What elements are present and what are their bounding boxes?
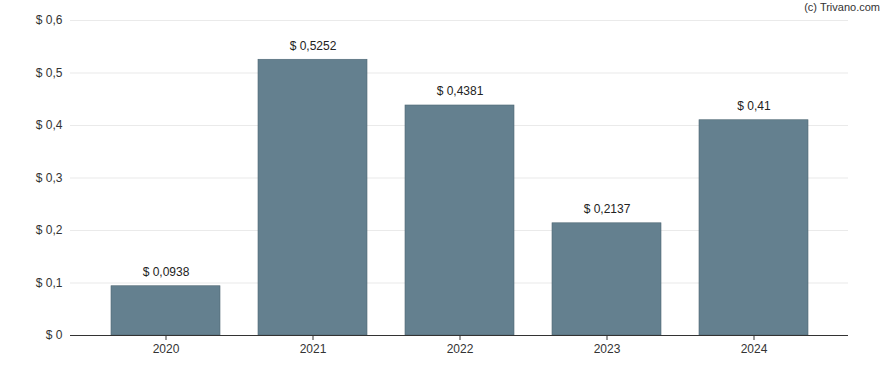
svg-text:$ 0,6: $ 0,6 (36, 13, 63, 27)
svg-text:$ 0,4381: $ 0,4381 (437, 84, 484, 98)
svg-text:$ 0,4: $ 0,4 (36, 118, 63, 132)
svg-text:$ 0,3: $ 0,3 (36, 171, 63, 185)
svg-text:2023: 2023 (594, 342, 621, 356)
html-text:(c) Trivano.com: (c) Trivano.com (804, 1, 880, 13)
svg-text:2021: 2021 (300, 342, 327, 356)
svg-text:2022: 2022 (447, 342, 474, 356)
svg-text:2020: 2020 (153, 342, 180, 356)
svg-text:$ 0,2137: $ 0,2137 (584, 202, 631, 216)
svg-text:$ 0,1: $ 0,1 (36, 276, 63, 290)
svg-text:$ 0: $ 0 (46, 328, 63, 342)
svg-text:$ 0,0938: $ 0,0938 (143, 265, 190, 279)
svg-text:$ 0,5252: $ 0,5252 (290, 39, 337, 53)
svg-text:2024: 2024 (741, 342, 768, 356)
svg-text:$ 0,41: $ 0,41 (737, 99, 771, 113)
svg-text:$ 0,5: $ 0,5 (36, 66, 63, 80)
svg-text:$ 0,2: $ 0,2 (36, 223, 63, 237)
